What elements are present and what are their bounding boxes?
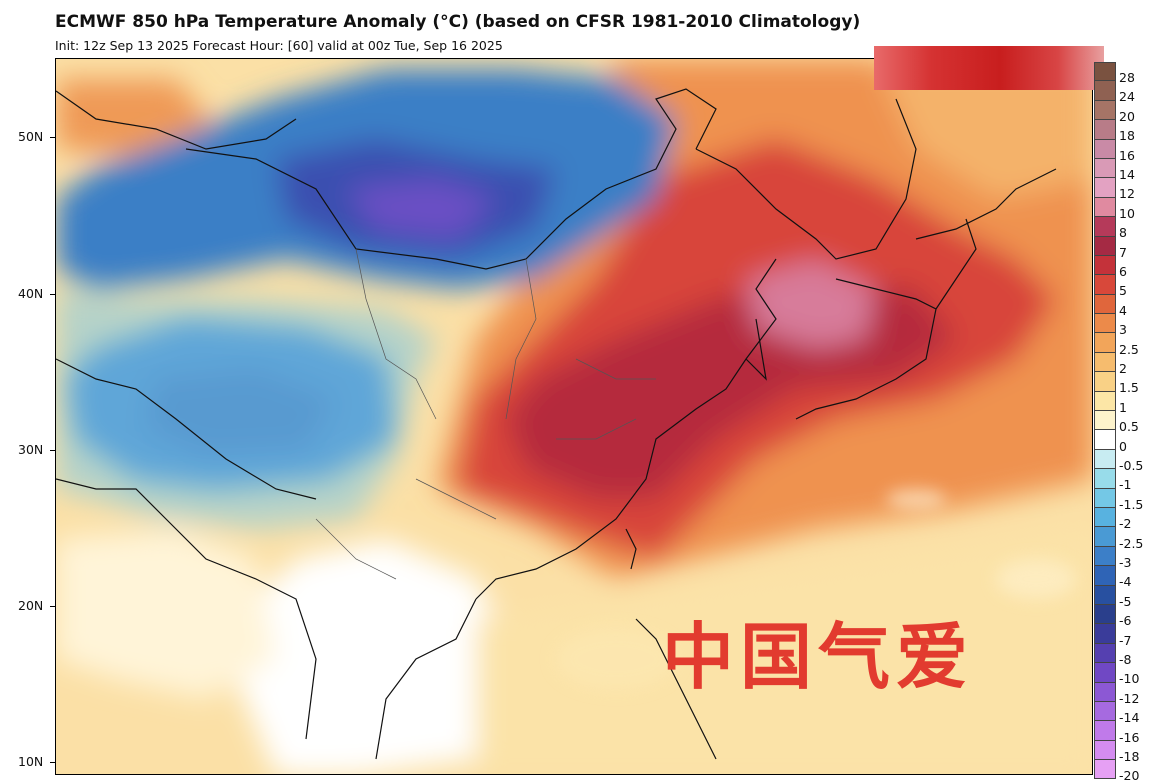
colorbar-level-label: 2	[1119, 361, 1127, 376]
colorbar-level-label: 3	[1119, 322, 1127, 338]
colorbar-level-label: -1.5	[1119, 496, 1144, 512]
colorbar-level-label: -1	[1119, 477, 1132, 493]
colorbar-swatch	[1094, 643, 1116, 664]
colorbar-swatch	[1094, 158, 1116, 179]
lat-label-20n: 20N	[18, 598, 44, 613]
colorbar-level-label: -12	[1119, 690, 1140, 706]
colorbar-level-label: -0.5	[1119, 458, 1144, 473]
lat-label-50n: 50N	[18, 129, 44, 144]
watermark-text: 中国气爱	[662, 615, 975, 699]
colorbar-level-label: 0.5	[1119, 419, 1139, 435]
colorbar-swatch	[1094, 411, 1116, 431]
colorbar-level-label: 7	[1119, 244, 1127, 260]
colorbar-swatch	[1094, 566, 1116, 586]
chart-title: ECMWF 850 hPa Temperature Anomaly (°C) (…	[55, 12, 861, 32]
colorbar-swatch	[1094, 430, 1116, 450]
colorbar-level-label: -2.5	[1119, 535, 1144, 551]
colorbar-swatch	[1094, 701, 1116, 722]
colorbar-swatch	[1094, 546, 1116, 567]
lat-tick	[50, 606, 56, 607]
colorbar-swatch	[1094, 120, 1116, 140]
lat-tick	[50, 450, 56, 451]
colorbar-swatch	[1094, 236, 1116, 256]
colorbar-level-label: 24	[1119, 89, 1135, 105]
lat-label-10n: 10N	[18, 754, 44, 769]
colorbar-swatch	[1094, 81, 1116, 101]
colorbar-swatch	[1094, 624, 1116, 644]
colorbar-level-label: 10	[1119, 205, 1135, 221]
colorbar-level-label: -16	[1119, 729, 1140, 745]
colorbar-level-label: -18	[1119, 749, 1140, 764]
colorbar-level-label: -14	[1119, 710, 1140, 726]
colorbar-swatch	[1094, 139, 1116, 159]
colorbar-swatch	[1094, 721, 1116, 741]
colorbar-level-label: 14	[1119, 167, 1135, 182]
colorbar-swatch	[1094, 449, 1116, 470]
colorbar-level-label: 5	[1119, 283, 1127, 299]
colorbar-swatch	[1094, 527, 1116, 547]
colorbar-level-label: 1.5	[1119, 380, 1139, 396]
colorbar-swatch	[1094, 372, 1116, 392]
colorbar-swatch	[1094, 217, 1116, 237]
colorbar-level-label: 16	[1119, 147, 1135, 163]
colorbar-swatch	[1094, 333, 1116, 353]
colorbar-level-label: 0	[1119, 438, 1127, 454]
colorbar-swatch	[1094, 663, 1116, 683]
colorbar-level-label: 2.5	[1119, 341, 1139, 357]
colorbar-level-label: -2	[1119, 516, 1132, 532]
colorbar-level-label: 18	[1119, 128, 1135, 144]
colorbar-swatch	[1094, 760, 1116, 780]
redaction-overlay	[874, 46, 1104, 90]
chart-subtitle: Init: 12z Sep 13 2025 Forecast Hour: [60…	[55, 38, 503, 53]
colorbar-level-label: -8	[1119, 652, 1132, 667]
colorbar-swatch	[1094, 740, 1116, 761]
temperature-anomaly-map	[55, 58, 1093, 775]
colorbar-swatch	[1094, 352, 1116, 373]
colorbar-swatch	[1094, 197, 1116, 218]
colorbar-swatch	[1094, 604, 1116, 625]
colorbar-level-label: -3	[1119, 555, 1132, 570]
colorbar-level-label: 12	[1119, 186, 1135, 202]
colorbar-level-label: -7	[1119, 632, 1132, 648]
colorbar-swatch	[1094, 294, 1116, 315]
colorbar-swatch	[1094, 100, 1116, 121]
colorbar-swatch	[1094, 469, 1116, 489]
colorbar-swatch	[1094, 585, 1116, 605]
colorbar-level-label: 20	[1119, 108, 1135, 124]
colorbar-level-label: -20	[1119, 768, 1140, 783]
colorbar-level-label: -4	[1119, 574, 1132, 590]
colorbar	[1094, 62, 1116, 780]
colorbar-level-label: 28	[1119, 70, 1135, 85]
colorbar-swatch	[1094, 682, 1116, 702]
colorbar-level-label: 6	[1119, 264, 1127, 279]
colorbar-level-label: -5	[1119, 593, 1132, 609]
colorbar-swatch	[1094, 391, 1116, 412]
lat-label-30n: 30N	[18, 442, 44, 457]
colorbar-level-label: 4	[1119, 302, 1127, 318]
colorbar-swatch	[1094, 255, 1116, 276]
colorbar-swatch	[1094, 314, 1116, 334]
colorbar-swatch	[1094, 178, 1116, 198]
colorbar-swatch	[1094, 275, 1116, 295]
colorbar-swatch	[1094, 62, 1116, 82]
colorbar-level-label: 8	[1119, 225, 1127, 241]
lat-tick	[50, 294, 56, 295]
colorbar-swatch	[1094, 488, 1116, 508]
colorbar-level-label: -6	[1119, 613, 1132, 629]
colorbar-swatch	[1094, 507, 1116, 528]
lat-tick	[50, 137, 56, 138]
colorbar-level-label: 1	[1119, 399, 1127, 415]
lat-tick	[50, 762, 56, 763]
lat-label-40n: 40N	[18, 286, 44, 301]
colorbar-level-label: -10	[1119, 671, 1140, 687]
